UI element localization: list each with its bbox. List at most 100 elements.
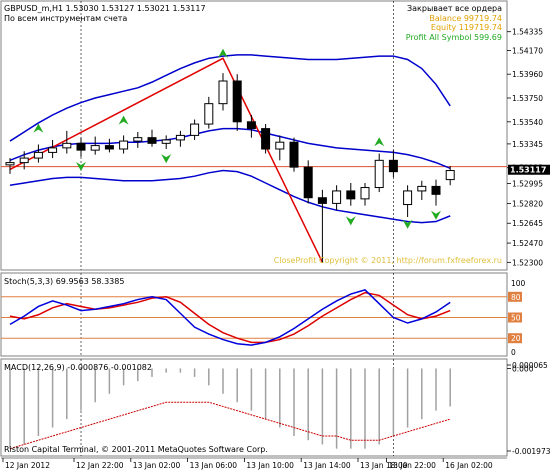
candle [388, 150, 398, 178]
macd-tick-label: 0.000065 [512, 361, 548, 370]
down-arrow-icon [345, 216, 356, 226]
macd-tick-label: 0.000 [512, 364, 534, 373]
price-tick-label: 1.53750 [512, 94, 543, 103]
stochastic-level-tag [508, 291, 522, 302]
current-price-marker: 1.53117 [508, 164, 550, 175]
price-tick-label: 1.53960 [512, 70, 543, 79]
candle-body [175, 134, 185, 141]
current-price-label: 1.53117 [510, 166, 546, 175]
candle [147, 129, 157, 147]
candle [119, 135, 129, 154]
current-price-tag [508, 164, 550, 175]
price-tick-label: 1.53540 [512, 118, 543, 127]
candle [76, 137, 86, 157]
time-tick-label: 13 Jan 14:00 [303, 461, 351, 470]
candle [261, 124, 271, 154]
fractal-arrows [33, 48, 441, 229]
time-tick-label: 13 Jan 06:00 [190, 461, 238, 470]
candle-body [190, 123, 200, 136]
candle-body [48, 147, 58, 153]
candle [275, 135, 285, 161]
stochastic-level-label: 20 [511, 334, 521, 343]
profit-readout: Profit All Symbol 599.69 [406, 33, 502, 42]
time-tick-label: 12 Jan 2012 [5, 461, 50, 470]
stochastic-panel[interactable]: Stoch(5,3,3) 69.9563 58.3385 [0, 272, 508, 357]
candle [190, 119, 200, 140]
candle [161, 135, 171, 149]
macd-title: MACD(12,26,9) -0.000876 -0.001082 [4, 363, 152, 372]
stochastic-main-line [9, 289, 451, 346]
symbol-title: GBPUSD_m,H1 1.53030 1.53127 1.53021 1.53… [4, 4, 206, 13]
candle-body [303, 166, 313, 199]
price-tick-label: 1.54335 [512, 28, 543, 37]
candle [232, 74, 242, 131]
up-arrow-icon [118, 115, 129, 125]
close-all-orders-label[interactable]: Закрывает все ордера [407, 4, 502, 13]
time-tick-label: 13 Jan 18:00 [360, 461, 408, 470]
up-arrow-icon [33, 123, 44, 133]
band-upper [9, 54, 451, 142]
candle [62, 130, 72, 154]
stochastic-level-label: 100 [511, 279, 526, 288]
stochastic-signal-line [9, 291, 451, 344]
candle [133, 132, 143, 148]
stochastic-level-tag [508, 312, 522, 323]
candle-body [261, 128, 271, 150]
down-arrow-icon [76, 162, 86, 171]
candle-body [374, 159, 384, 189]
price-tick-label: 1.52470 [512, 239, 543, 248]
stochastic-border [0, 272, 508, 357]
stochastic-levels [1, 296, 507, 339]
candle-body [232, 80, 242, 123]
candle [104, 138, 114, 153]
stochastic-level-label: 50 [511, 314, 521, 323]
balance-readout: Balance 99719.74 [429, 14, 502, 23]
candlesticks [5, 73, 455, 263]
stochastic-level-label: 0 [511, 348, 516, 357]
equity-readout: Equity 119719.74 [431, 23, 502, 32]
account-scope-label: По всем инструментам счета [4, 14, 127, 23]
up-arrow-icon [218, 48, 228, 58]
candle-body [289, 141, 299, 168]
candle-body [403, 190, 413, 206]
candle-body [161, 139, 171, 144]
candle [303, 160, 313, 204]
candle-body [388, 159, 398, 173]
candle-body [204, 103, 214, 125]
price-tick-label: 1.52820 [512, 199, 543, 208]
candle-body [5, 162, 15, 166]
time-tick-label: 16 Jan 02:00 [445, 461, 493, 470]
candle-body [246, 121, 256, 130]
candle [317, 189, 327, 263]
up-arrow-icon [374, 137, 385, 147]
candle-body [275, 141, 285, 150]
main-chart-panel[interactable]: GBPUSD_m,H1 1.53030 1.53127 1.53021 1.53… [0, 0, 508, 271]
candle [33, 144, 43, 163]
candle-body [417, 185, 427, 192]
candle [19, 151, 29, 170]
candle [403, 185, 413, 217]
macd-panel[interactable]: MACD(12,26,9) -0.000876 -0.001082 Riston… [0, 358, 508, 457]
candle [204, 96, 214, 129]
candle [360, 183, 370, 206]
macd-histogram [9, 368, 451, 449]
time-tick-label: 13 Jan 10:00 [246, 461, 294, 470]
candle [417, 180, 427, 200]
candle-body [431, 185, 441, 195]
candle-body [218, 80, 228, 105]
band-lower [9, 169, 451, 224]
candle [218, 73, 228, 111]
candle [90, 136, 100, 155]
candle-body [360, 187, 370, 200]
time-axis[interactable]: 12 Jan 2012 12 Jan 22:00 13 Jan 02:00 13 Ja… [1, 457, 507, 470]
time-tick-label: 12 Jan 22:00 [76, 461, 124, 470]
price-tick-label: 1.54170 [512, 46, 543, 55]
candle-body [346, 190, 356, 200]
down-arrow-icon [431, 210, 441, 220]
candle-body [133, 137, 143, 142]
price-tick-label: 1.52300 [512, 258, 543, 267]
down-arrow-icon [161, 154, 172, 164]
candle [175, 130, 185, 147]
